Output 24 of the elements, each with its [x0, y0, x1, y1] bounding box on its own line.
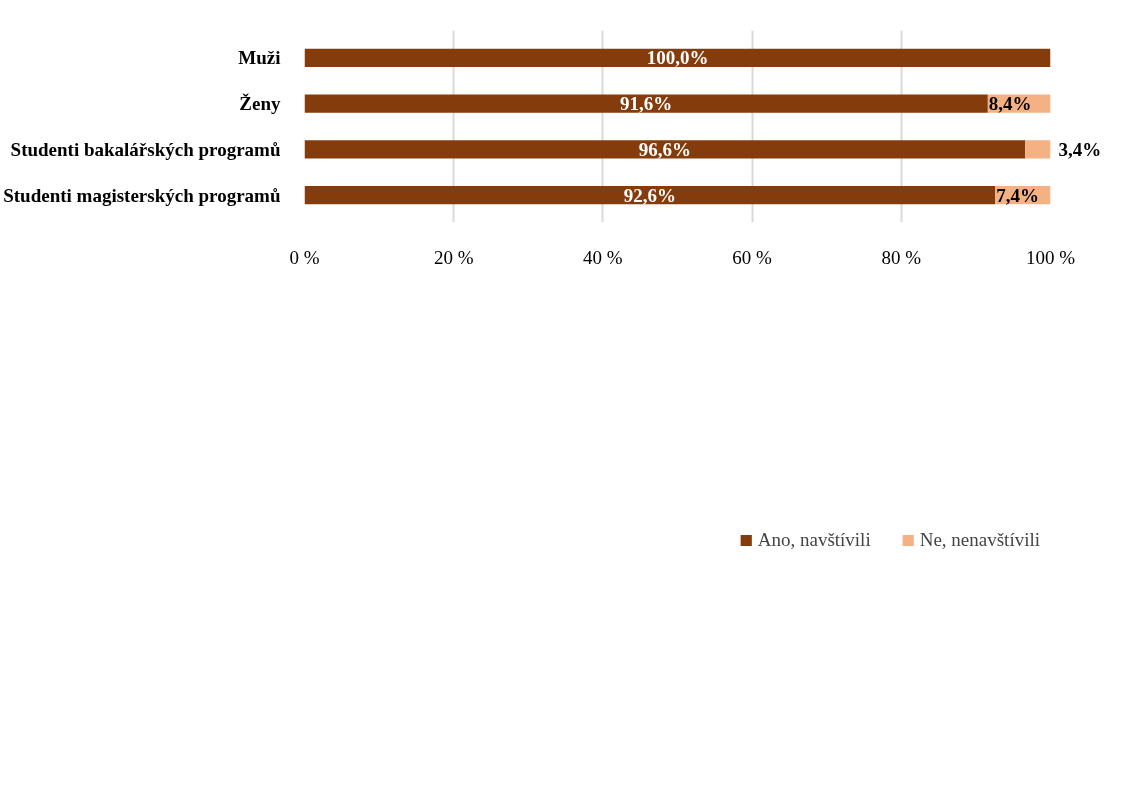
data-label: 8,4% [988, 93, 1032, 115]
x-tick-label: 60 % [732, 246, 773, 268]
data-label: 91,6% [620, 93, 673, 115]
bar [1025, 140, 1051, 159]
data-label: 100,0% [646, 47, 709, 69]
y-tick-label: Muži [238, 47, 281, 69]
x-tick-label: 0 % [289, 246, 320, 268]
y-tick-label: Ženy [239, 93, 281, 115]
x-tick-label: 40 % [583, 246, 623, 268]
data-label: 96,6% [638, 138, 691, 160]
y-tick-label: Studenti bakalářských programů [10, 138, 281, 160]
y-tick-label: Studenti magisterských programů [3, 184, 281, 206]
legend-label: Ne, nenavštívili [919, 529, 1040, 551]
data-label: 3,4% [1058, 138, 1102, 160]
bar [304, 94, 988, 113]
x-tick-label: 20 % [433, 246, 474, 268]
data-label: 92,6% [623, 184, 677, 206]
x-tick-label: 100 % [1025, 246, 1076, 268]
legend-label: Ano, navštívili [757, 529, 871, 551]
bar [304, 185, 996, 205]
bar [304, 48, 1051, 68]
data-label: 7,4% [996, 184, 1040, 206]
bar [304, 140, 1026, 159]
x-tick-label: 80 % [881, 246, 922, 268]
